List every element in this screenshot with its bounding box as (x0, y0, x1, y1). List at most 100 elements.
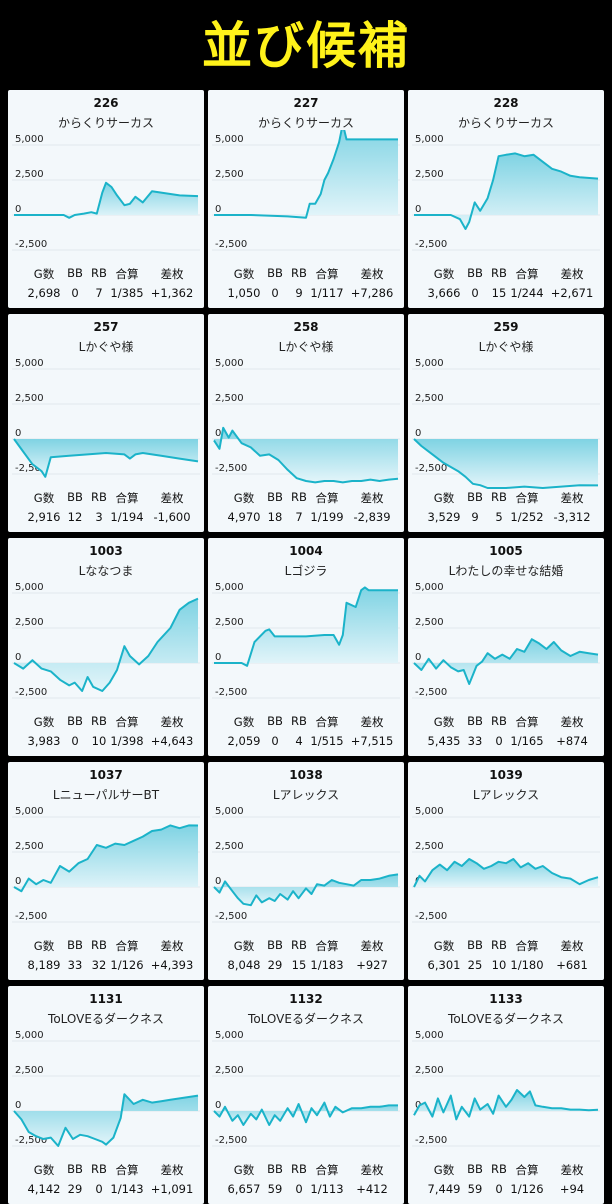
stats-header-row: G数 BB RB 合算 差枚 (8, 938, 204, 954)
stat-value: 1/194 (110, 510, 144, 524)
stats-header-row: G数 BB RB 合算 差枚 (408, 938, 604, 954)
stat-header: RB (91, 490, 107, 504)
y-tick-label: -2,500 (215, 687, 247, 698)
stats-header-row: G数 BB RB 合算 差枚 (208, 490, 404, 506)
chart-card: 227 からくりサーカス 5,000 2,500 0 -2,500 G数 BB RB 合算 差枚 1,… (208, 90, 404, 308)
stat-value: +681 (556, 958, 588, 972)
stat-value: 29 (267, 958, 283, 972)
y-tick-label: 0 (415, 204, 421, 215)
area-chart: 5,000 2,500 0 -2,500 (12, 134, 200, 251)
series-line (213, 426, 399, 484)
stat-value: +2,671 (550, 286, 594, 300)
model-name: Lかぐや様 (278, 340, 334, 354)
machine-number: 1005 (489, 544, 523, 558)
stat-header: BB (267, 714, 283, 728)
stat-value: 1/252 (510, 510, 544, 524)
stat-value: 59 (467, 1182, 483, 1196)
y-tick-label: -2,500 (15, 1135, 47, 1146)
y-tick-label: 5,000 (415, 806, 444, 817)
stat-value: 0 (71, 734, 79, 748)
stat-header: G数 (233, 267, 255, 281)
stat-header: RB (91, 714, 107, 728)
chart-card: 1131 ToLOVEるダークネス 5,000 2,500 0 -2,500 G数 BB RB 合… (8, 986, 204, 1204)
area-chart: 5,000 2,500 0 -2,500 (412, 1030, 600, 1147)
stat-value: 0 (271, 734, 279, 748)
stat-header: G数 (433, 267, 455, 281)
machine-number: 1131 (89, 992, 123, 1006)
stats-header-row: G数 BB RB 合算 差枚 (208, 1162, 404, 1178)
y-tick-label: 5,000 (15, 1030, 44, 1041)
area-fill (14, 825, 198, 892)
y-tick-label: 0 (215, 876, 221, 887)
stat-value: +4,643 (150, 734, 194, 748)
machine-number: 226 (93, 96, 119, 110)
stats-value-row: 1,050 0 9 1/117 +7,286 (208, 286, 404, 302)
y-tick-label: 2,500 (15, 169, 44, 180)
stat-value: -2,839 (353, 510, 391, 524)
stat-value: +7,286 (350, 286, 394, 300)
y-tick-label: 0 (15, 204, 21, 215)
stat-header: G数 (33, 1163, 55, 1177)
chart-card: 1003 Lななつま 5,000 2,500 0 -2,500 G数 BB RB 合算 差枚 3,98… (8, 538, 204, 756)
stat-value: 1,050 (227, 286, 261, 300)
stats-value-row: 3,983 0 10 1/398 +4,643 (8, 734, 204, 750)
stat-value: 0 (95, 1182, 103, 1196)
stats-header-row: G数 BB RB 合算 差枚 (408, 714, 604, 730)
stat-header: 差枚 (160, 491, 184, 505)
stat-header: 差枚 (560, 939, 584, 953)
stat-value: +7,515 (350, 734, 394, 748)
machine-number: 1133 (489, 992, 523, 1006)
stat-header: 合算 (515, 491, 539, 505)
stat-value: +412 (356, 1182, 388, 1196)
stat-header: RB (491, 490, 507, 504)
model-name: からくりサーカス (257, 116, 354, 130)
stat-header: 差枚 (560, 267, 584, 281)
chart-card: 1037 LニューパルサーBT 5,000 2,500 0 -2,500 G数 BB RB 合算 差… (8, 762, 204, 980)
area-fill (14, 1094, 198, 1146)
stat-header: RB (491, 266, 507, 280)
stats-value-row: 2,698 0 7 1/385 +1,362 (8, 286, 204, 302)
series-line (13, 824, 199, 893)
stat-header: BB (67, 1162, 83, 1176)
stat-header: BB (267, 490, 283, 504)
stats-value-row: 8,189 33 32 1/126 +4,393 (8, 958, 204, 974)
stats-value-row: 3,666 0 15 1/244 +2,671 (408, 286, 604, 302)
stat-value: 1/398 (110, 734, 144, 748)
y-tick-label: 5,000 (415, 1030, 444, 1041)
stats-header-row: G数 BB RB 合算 差枚 (8, 1162, 204, 1178)
chart-card: 1132 ToLOVEるダークネス 5,000 2,500 0 -2,500 G数 BB RB 合… (208, 986, 404, 1204)
y-tick-label: 5,000 (215, 582, 244, 593)
stat-value: 15 (291, 958, 307, 972)
machine-number: 228 (493, 96, 519, 110)
y-tick-label: -2,500 (15, 911, 47, 922)
area-fill (214, 587, 398, 666)
area-chart: 5,000 2,500 0 -2,500 (212, 1030, 400, 1147)
chart-card: 1004 Lゴジラ 5,000 2,500 0 -2,500 G数 BB RB 合算 差枚 2,059… (208, 538, 404, 756)
stat-value: 15 (491, 286, 507, 300)
stat-header: 合算 (515, 267, 539, 281)
area-chart: 5,000 2,500 0 -2,500 (412, 582, 600, 699)
stats-value-row: 2,916 12 3 1/194 -1,600 (8, 510, 204, 526)
y-tick-label: 2,500 (415, 841, 444, 852)
stat-value: 32 (91, 958, 107, 972)
stats-header-row: G数 BB RB 合算 差枚 (8, 490, 204, 506)
stat-value: 1/126 (110, 958, 144, 972)
page-title: 並び候補 (202, 17, 410, 75)
area-chart: 5,000 2,500 0 -2,500 (12, 806, 200, 923)
y-tick-label: -2,500 (415, 1135, 447, 1146)
y-tick-label: -2,500 (215, 239, 247, 250)
area-fill (214, 874, 398, 906)
stat-header: 合算 (115, 715, 139, 729)
machine-number: 227 (293, 96, 319, 110)
series-line (14, 181, 199, 219)
area-fill (14, 598, 198, 691)
stat-header: G数 (233, 491, 255, 505)
chart-card: 257 Lかぐや様 5,000 2,500 0 -2,500 G数 BB RB 合算 差枚 2,916… (8, 314, 204, 532)
y-tick-label: -2,500 (15, 239, 47, 250)
stat-header: G数 (433, 491, 455, 505)
y-tick-label: 0 (215, 652, 221, 663)
chart-card: 1133 ToLOVEるダークネス 5,000 2,500 0 -2,500 G数 BB RB 合… (408, 986, 604, 1204)
model-name: からくりサーカス (457, 116, 554, 130)
stat-header: BB (67, 938, 83, 952)
stat-value: +874 (556, 734, 588, 748)
